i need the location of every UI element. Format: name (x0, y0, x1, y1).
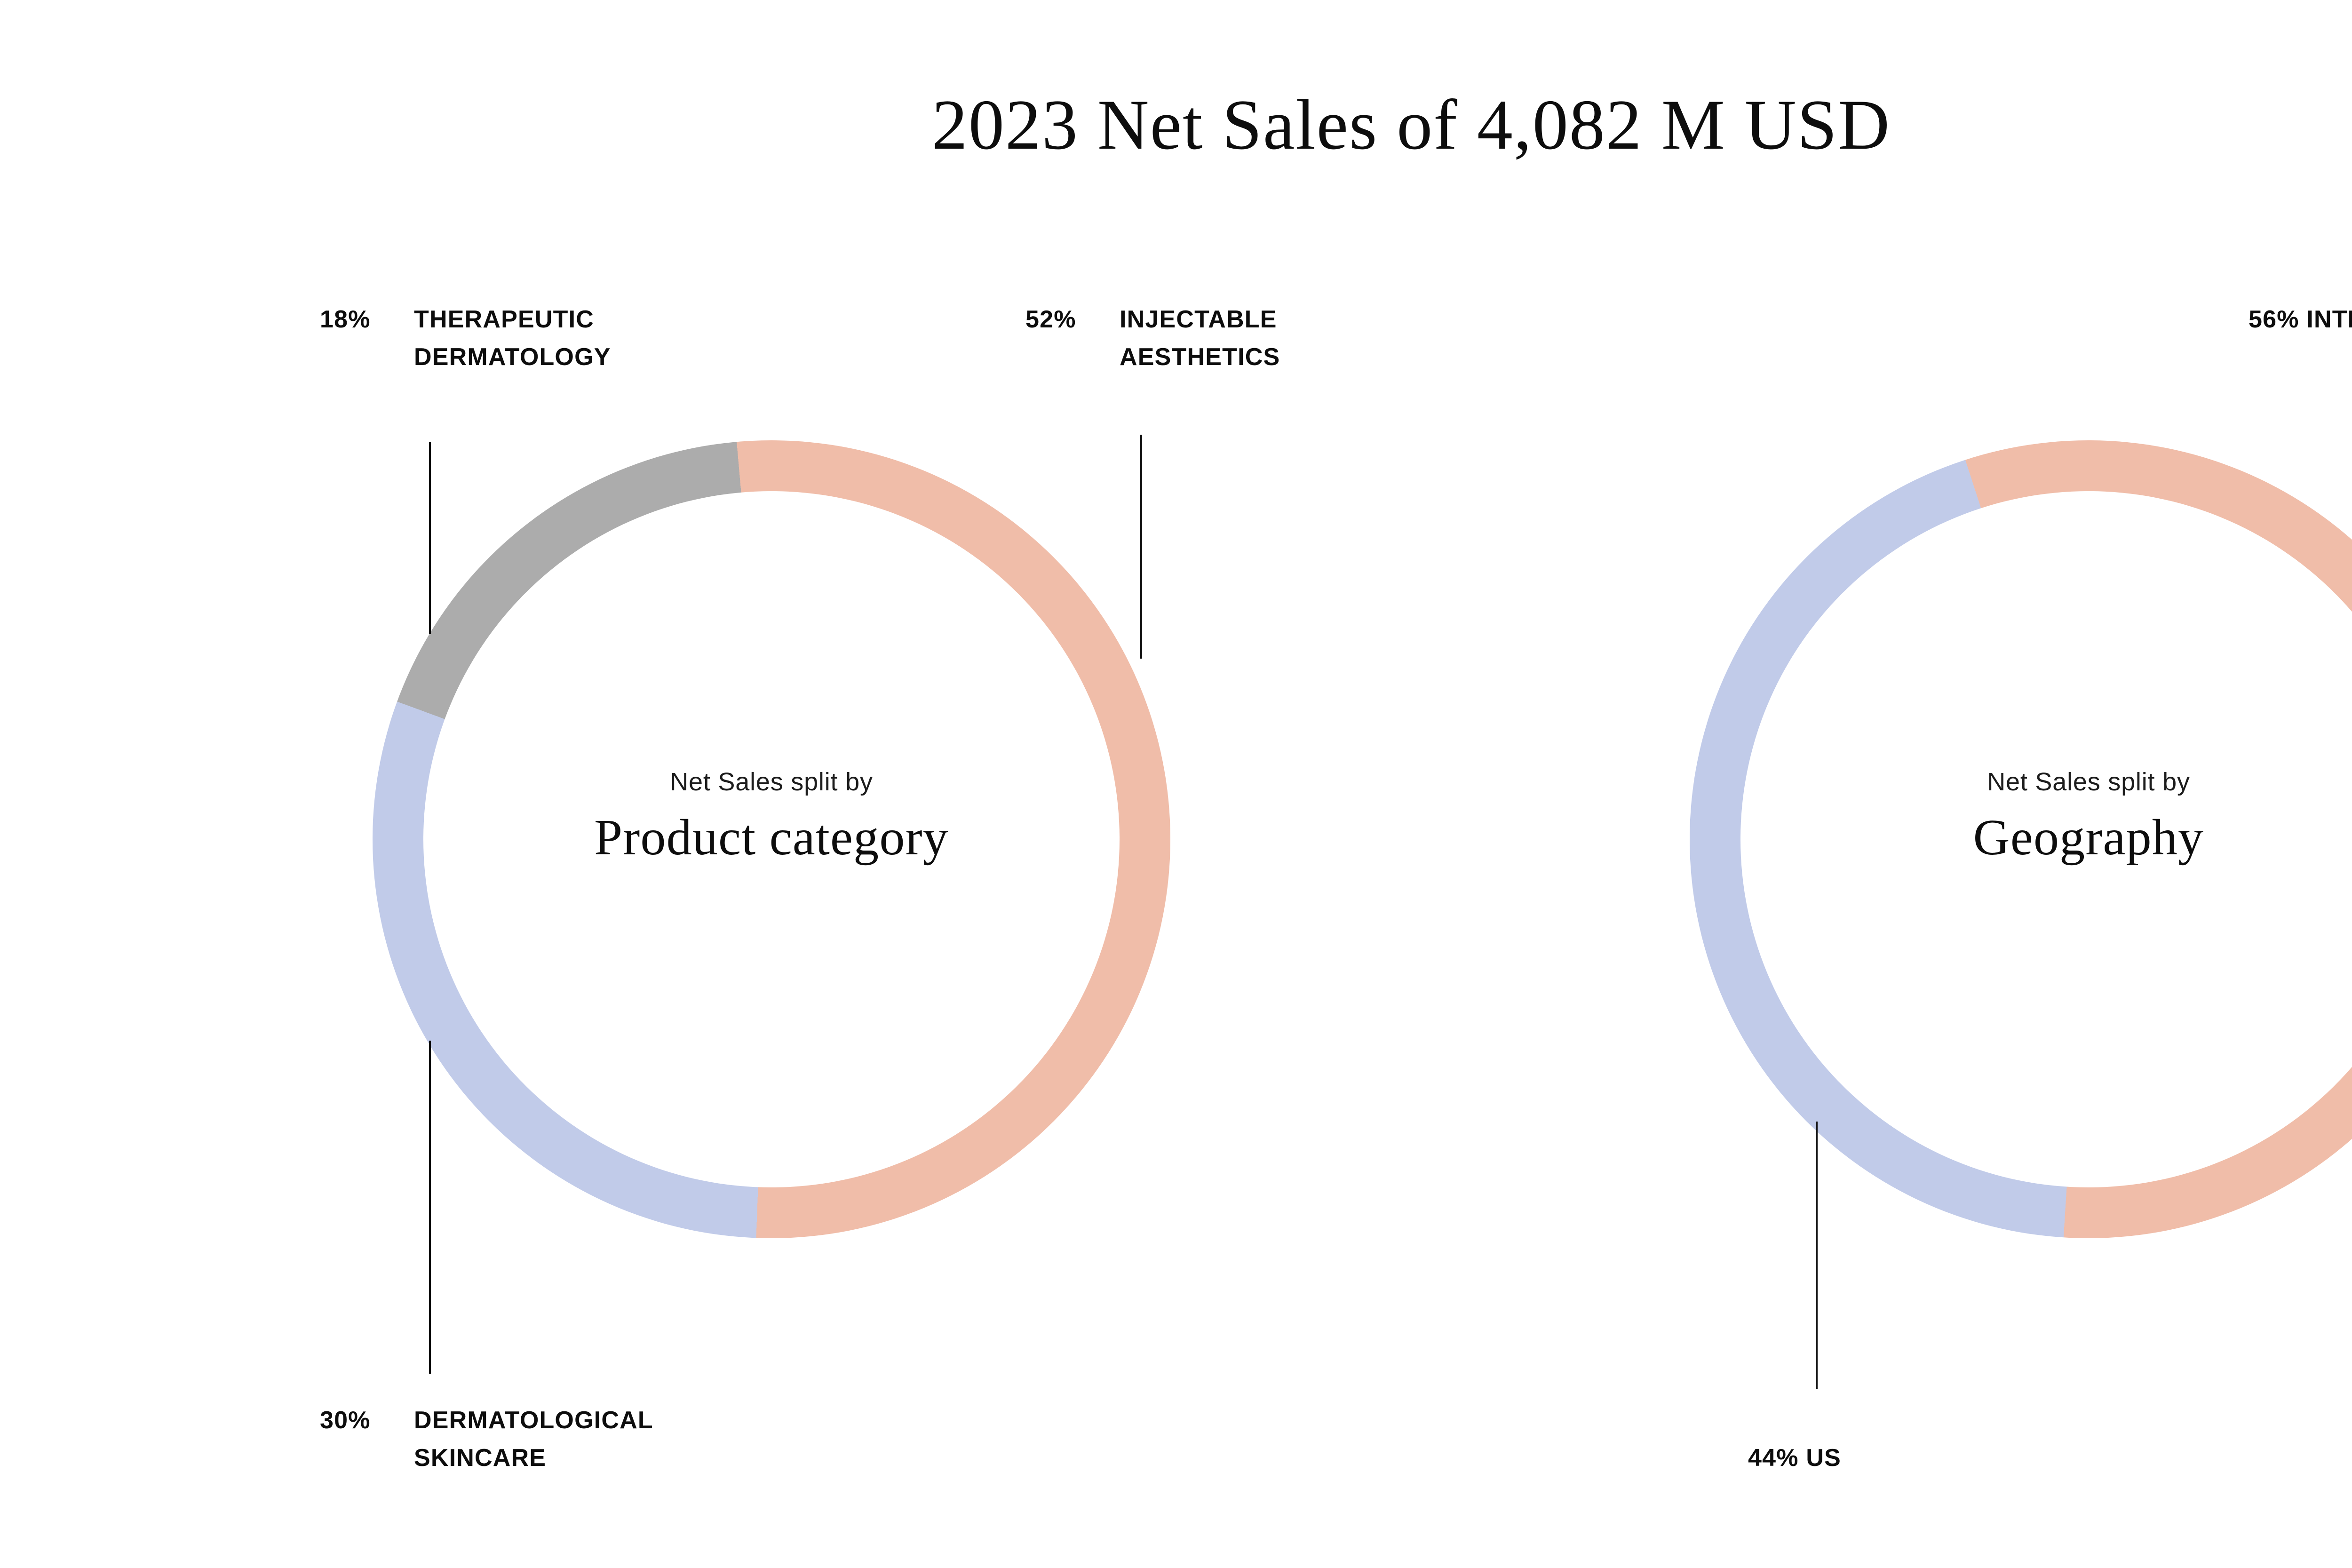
leader-line-skincare (429, 1041, 431, 1374)
callout-percent: 30% (320, 1406, 371, 1434)
page-title: 2023 Net Sales of 4,082 M USD (931, 87, 1891, 166)
donut-center-text-geography: Net Sales split by Geography (1690, 418, 2352, 1216)
leader-line-therapeutic (429, 442, 431, 634)
callout-international: 56% INTERNATIONAL (2249, 301, 2352, 339)
callout-injectable-aesthetics: 52% INJECTABLE AESTHETICS (1025, 301, 1280, 376)
donut-center-caption: Net Sales split by (670, 767, 873, 795)
callout-label-line1: INJECTABLE (1120, 305, 1277, 333)
callout-label-line2: AESTHETICS (1120, 342, 1280, 371)
donut-center-caption: Net Sales split by (1987, 767, 2190, 795)
donut-chart-geography: Net Sales split by Geography (1690, 440, 2352, 1238)
leader-line-us (1816, 1122, 1818, 1389)
callout-us: 44% US (1748, 1440, 1841, 1477)
leader-line-injectable (1140, 435, 1142, 659)
donut-chart-product-category: Net Sales split by Product category (373, 440, 1170, 1238)
donut-center-title: Geography (1973, 808, 2204, 865)
callout-label-line2: DERMATOLOGY (414, 342, 611, 371)
callout-label-line1: THERAPEUTIC (414, 305, 594, 333)
callout-label: 56% INTERNATIONAL (2249, 305, 2352, 333)
callout-percent: 18% (320, 305, 371, 333)
donut-hole (1740, 491, 2352, 1187)
callout-percent: 52% (1025, 305, 1076, 333)
callout-label-line1: DERMATOLOGICAL (414, 1406, 653, 1434)
callout-label-line2: SKINCARE (414, 1443, 547, 1472)
donut-center-text-product: Net Sales split by Product category (373, 418, 1170, 1216)
donut-center-title: Product category (594, 808, 949, 865)
callout-label: 44% US (1748, 1443, 1841, 1472)
callout-dermatological-skincare: 30% DERMATOLOGICAL SKINCARE (320, 1402, 653, 1477)
callout-therapeutic-dermatology: 18% THERAPEUTIC DERMATOLOGY (320, 301, 611, 376)
donut-hole (423, 491, 1120, 1187)
